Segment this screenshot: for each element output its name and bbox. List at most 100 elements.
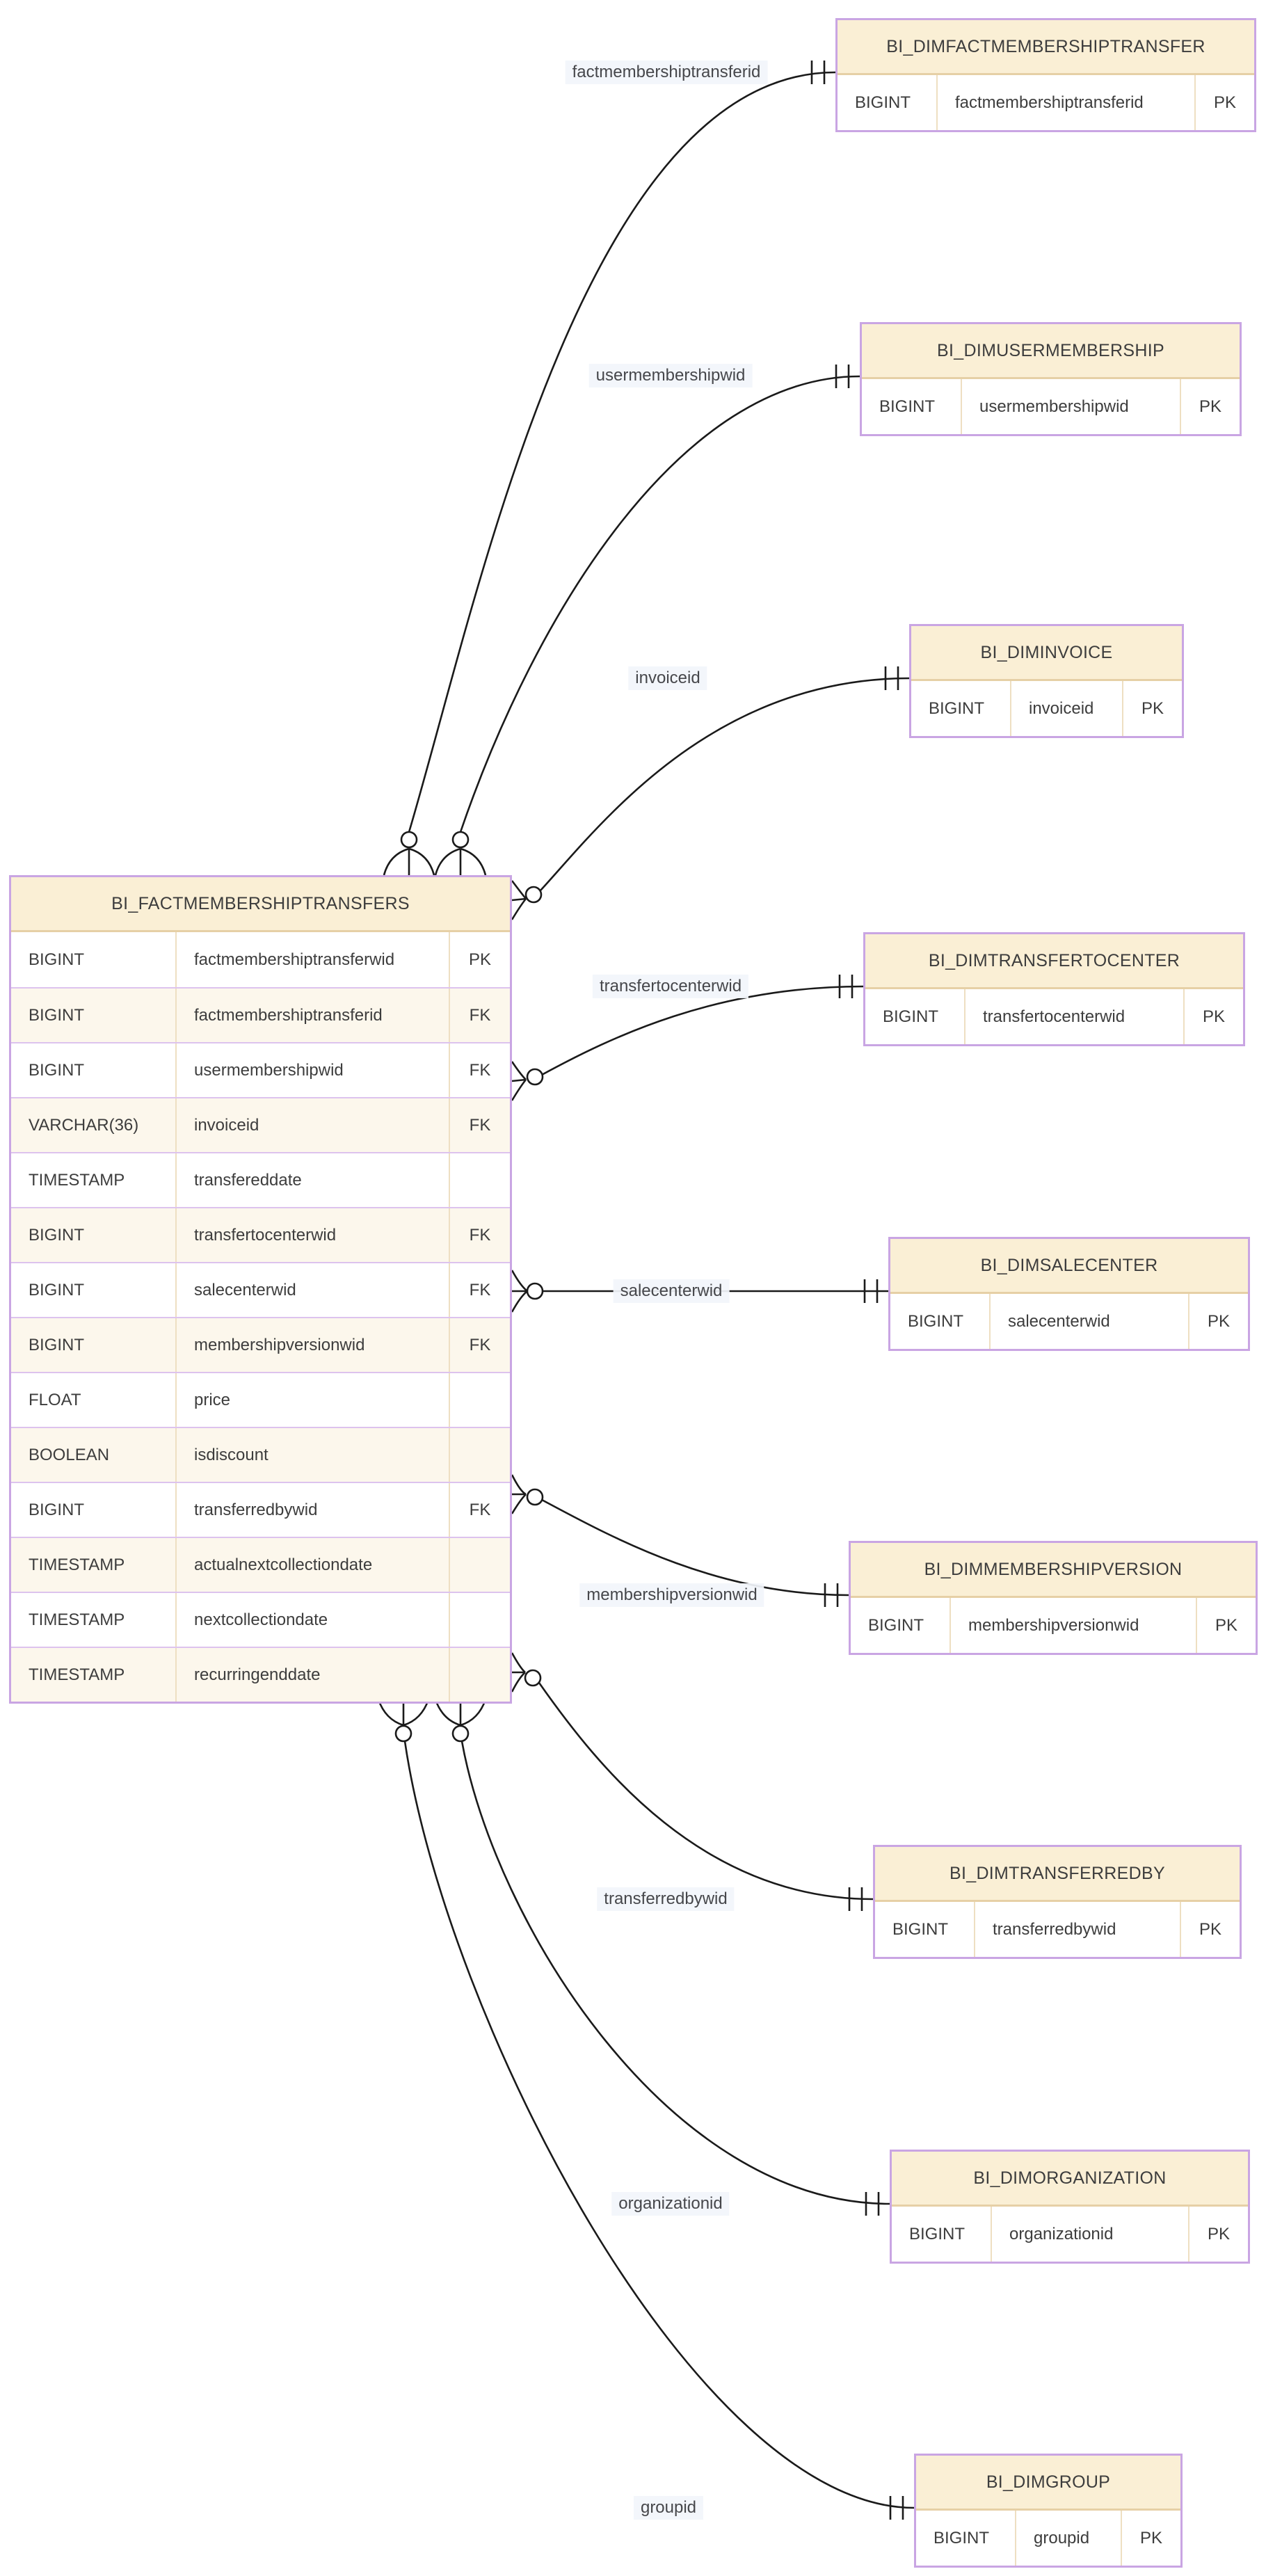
relationship-usermembershipwid[interactable] (434, 365, 860, 876)
column-name: invoiceid (175, 1098, 449, 1152)
edge-path[interactable] (403, 1741, 915, 2509)
entity-bi-dimsalecenter[interactable]: BI_DIMSALECENTER BIGINT salecenterwid PK (888, 1237, 1250, 1351)
entity-bi-dimtransferredby[interactable]: BI_DIMTRANSFERREDBY BIGINT transferredby… (873, 1845, 1242, 1959)
crows-foot-icon (511, 1652, 526, 1693)
column-row: BIGINT factmembershiptransferwid PK (11, 932, 510, 987)
column-type: BIGINT (29, 1335, 85, 1354)
column-type: BIGINT (929, 698, 985, 718)
column-row: BIGINT organizationid PK (892, 2207, 1248, 2262)
relationship-invoiceid[interactable] (511, 666, 910, 920)
edge-label-organizationid[interactable]: organizationid (611, 2192, 730, 2216)
entity-bi-factmembershiptransfers[interactable]: BI_FACTMEMBERSHIPTRANSFERS BIGINT factme… (9, 875, 512, 1704)
edge-label-groupid[interactable]: groupid (633, 2496, 704, 2520)
table-title: BI_DIMSALECENTER (890, 1239, 1248, 1294)
column-type: BIGINT (883, 1007, 939, 1026)
one-tick-icon (810, 61, 826, 84)
column-row: VARCHAR(36) invoiceid FK (11, 1097, 510, 1152)
zero-circle-icon (526, 1068, 544, 1086)
column-key: PK (1194, 75, 1254, 130)
column-key: PK (1180, 1902, 1240, 1957)
crows-foot-icon (511, 1474, 527, 1514)
edge-label-transferredbywid[interactable]: transferredbywid (597, 1887, 735, 1911)
one-tick-icon (884, 666, 899, 690)
column-type: TIMESTAMP (29, 1555, 125, 1574)
edge-label-factmembershiptransferid[interactable]: factmembershiptransferid (565, 61, 768, 84)
edge-path[interactable] (538, 1682, 874, 1901)
column-key (449, 1428, 510, 1482)
zero-circle-icon (451, 831, 470, 849)
zero-circle-icon (524, 1669, 542, 1687)
column-key: FK (449, 1098, 510, 1152)
relationship-transfertocenterwid[interactable] (511, 975, 864, 1101)
entity-bi-dimorganization[interactable]: BI_DIMORGANIZATION BIGINT organizationid… (890, 2150, 1250, 2264)
relationship-salecenterwid[interactable] (511, 1270, 888, 1313)
column-key: FK (449, 1208, 510, 1262)
column-key: PK (1188, 1294, 1248, 1349)
table-title: BI_FACTMEMBERSHIPTRANSFERS (11, 877, 510, 932)
column-key: FK (449, 1043, 510, 1097)
edge-label-membershipversionwid[interactable]: membershipversionwid (579, 1583, 764, 1607)
column-type: BIGINT (855, 93, 911, 112)
edge-path[interactable] (460, 1741, 890, 2205)
column-name: factmembershiptransferid (936, 75, 1194, 130)
edge-path[interactable] (540, 677, 910, 891)
column-key (449, 1538, 510, 1592)
zero-circle-icon (451, 1725, 470, 1743)
entity-bi-dimfactmembershiptransfer[interactable]: BI_DIMFACTMEMBERSHIPTRANSFER BIGINT fact… (835, 18, 1256, 132)
entity-bi-dimtransfertocenter[interactable]: BI_DIMTRANSFERTOCENTER BIGINT transferto… (863, 932, 1245, 1046)
column-name: salecenterwid (175, 1263, 449, 1317)
relationship-factmembershiptransferid[interactable] (383, 61, 836, 876)
column-type: TIMESTAMP (29, 1665, 125, 1684)
entity-bi-diminvoice[interactable]: BI_DIMINVOICE BIGINT invoiceid PK (909, 624, 1184, 738)
column-key: PK (1180, 379, 1240, 434)
edge-label-usermembershipwid[interactable]: usermembershipwid (588, 364, 753, 387)
column-type: BIGINT (29, 1280, 85, 1299)
column-name: membershipversionwid (950, 1598, 1196, 1653)
column-type: TIMESTAMP (29, 1170, 125, 1190)
relationship-organizationid[interactable] (434, 1699, 890, 2216)
edge-path[interactable] (459, 375, 860, 833)
table-title: BI_DIMMEMBERSHIPVERSION (851, 1543, 1256, 1598)
one-tick-icon (865, 2192, 880, 2216)
column-row: TIMESTAMP actualnextcollectiondate (11, 1537, 510, 1592)
edge-label-invoiceid[interactable]: invoiceid (628, 666, 707, 690)
crows-foot-icon (511, 1270, 528, 1313)
relationship-transferredbywid[interactable] (511, 1652, 874, 1911)
relationship-groupid[interactable] (377, 1699, 915, 2520)
column-name: price (175, 1373, 449, 1427)
column-row: BIGINT invoiceid PK (911, 681, 1182, 736)
one-tick-icon (889, 2496, 904, 2520)
column-row: BIGINT salecenterwid PK (890, 1294, 1248, 1349)
column-row: BIGINT groupid PK (916, 2511, 1180, 2566)
edge-path[interactable] (408, 71, 836, 833)
one-tick-icon (848, 1887, 863, 1911)
entity-bi-dimmembershipversion[interactable]: BI_DIMMEMBERSHIPVERSION BIGINT membershi… (849, 1541, 1258, 1655)
column-key: FK (449, 989, 510, 1042)
column-row: BIGINT transferredbywid FK (11, 1482, 510, 1537)
column-key: PK (1188, 2207, 1248, 2262)
column-name: usermembershipwid (961, 379, 1180, 434)
entity-bi-dimusermembership[interactable]: BI_DIMUSERMEMBERSHIP BIGINT usermembersh… (860, 322, 1242, 436)
edge-label-transfertocenterwid[interactable]: transfertocenterwid (592, 975, 749, 998)
column-key: PK (1183, 989, 1243, 1044)
column-key (449, 1373, 510, 1427)
crows-foot-icon (511, 880, 527, 920)
edge-label-salecenterwid[interactable]: salecenterwid (613, 1279, 730, 1303)
table-title: BI_DIMUSERMEMBERSHIP (862, 324, 1240, 379)
column-row: BOOLEAN isdiscount (11, 1427, 510, 1482)
relationship-membershipversionwid[interactable] (511, 1474, 849, 1607)
one-tick-icon (835, 365, 850, 388)
table-title: BI_DIMTRANSFERTOCENTER (865, 934, 1243, 989)
one-tick-icon (824, 1583, 839, 1607)
edge-path[interactable] (541, 985, 864, 1076)
edge-path[interactable] (541, 1498, 849, 1597)
column-key: PK (1121, 2511, 1180, 2566)
one-tick-icon (838, 975, 854, 998)
column-row: BIGINT usermembershipwid PK (862, 379, 1240, 434)
crows-foot-icon (383, 847, 435, 876)
column-name: isdiscount (175, 1428, 449, 1482)
column-type: FLOAT (29, 1390, 81, 1409)
entity-bi-dimgroup[interactable]: BI_DIMGROUP BIGINT groupid PK (914, 2454, 1183, 2568)
